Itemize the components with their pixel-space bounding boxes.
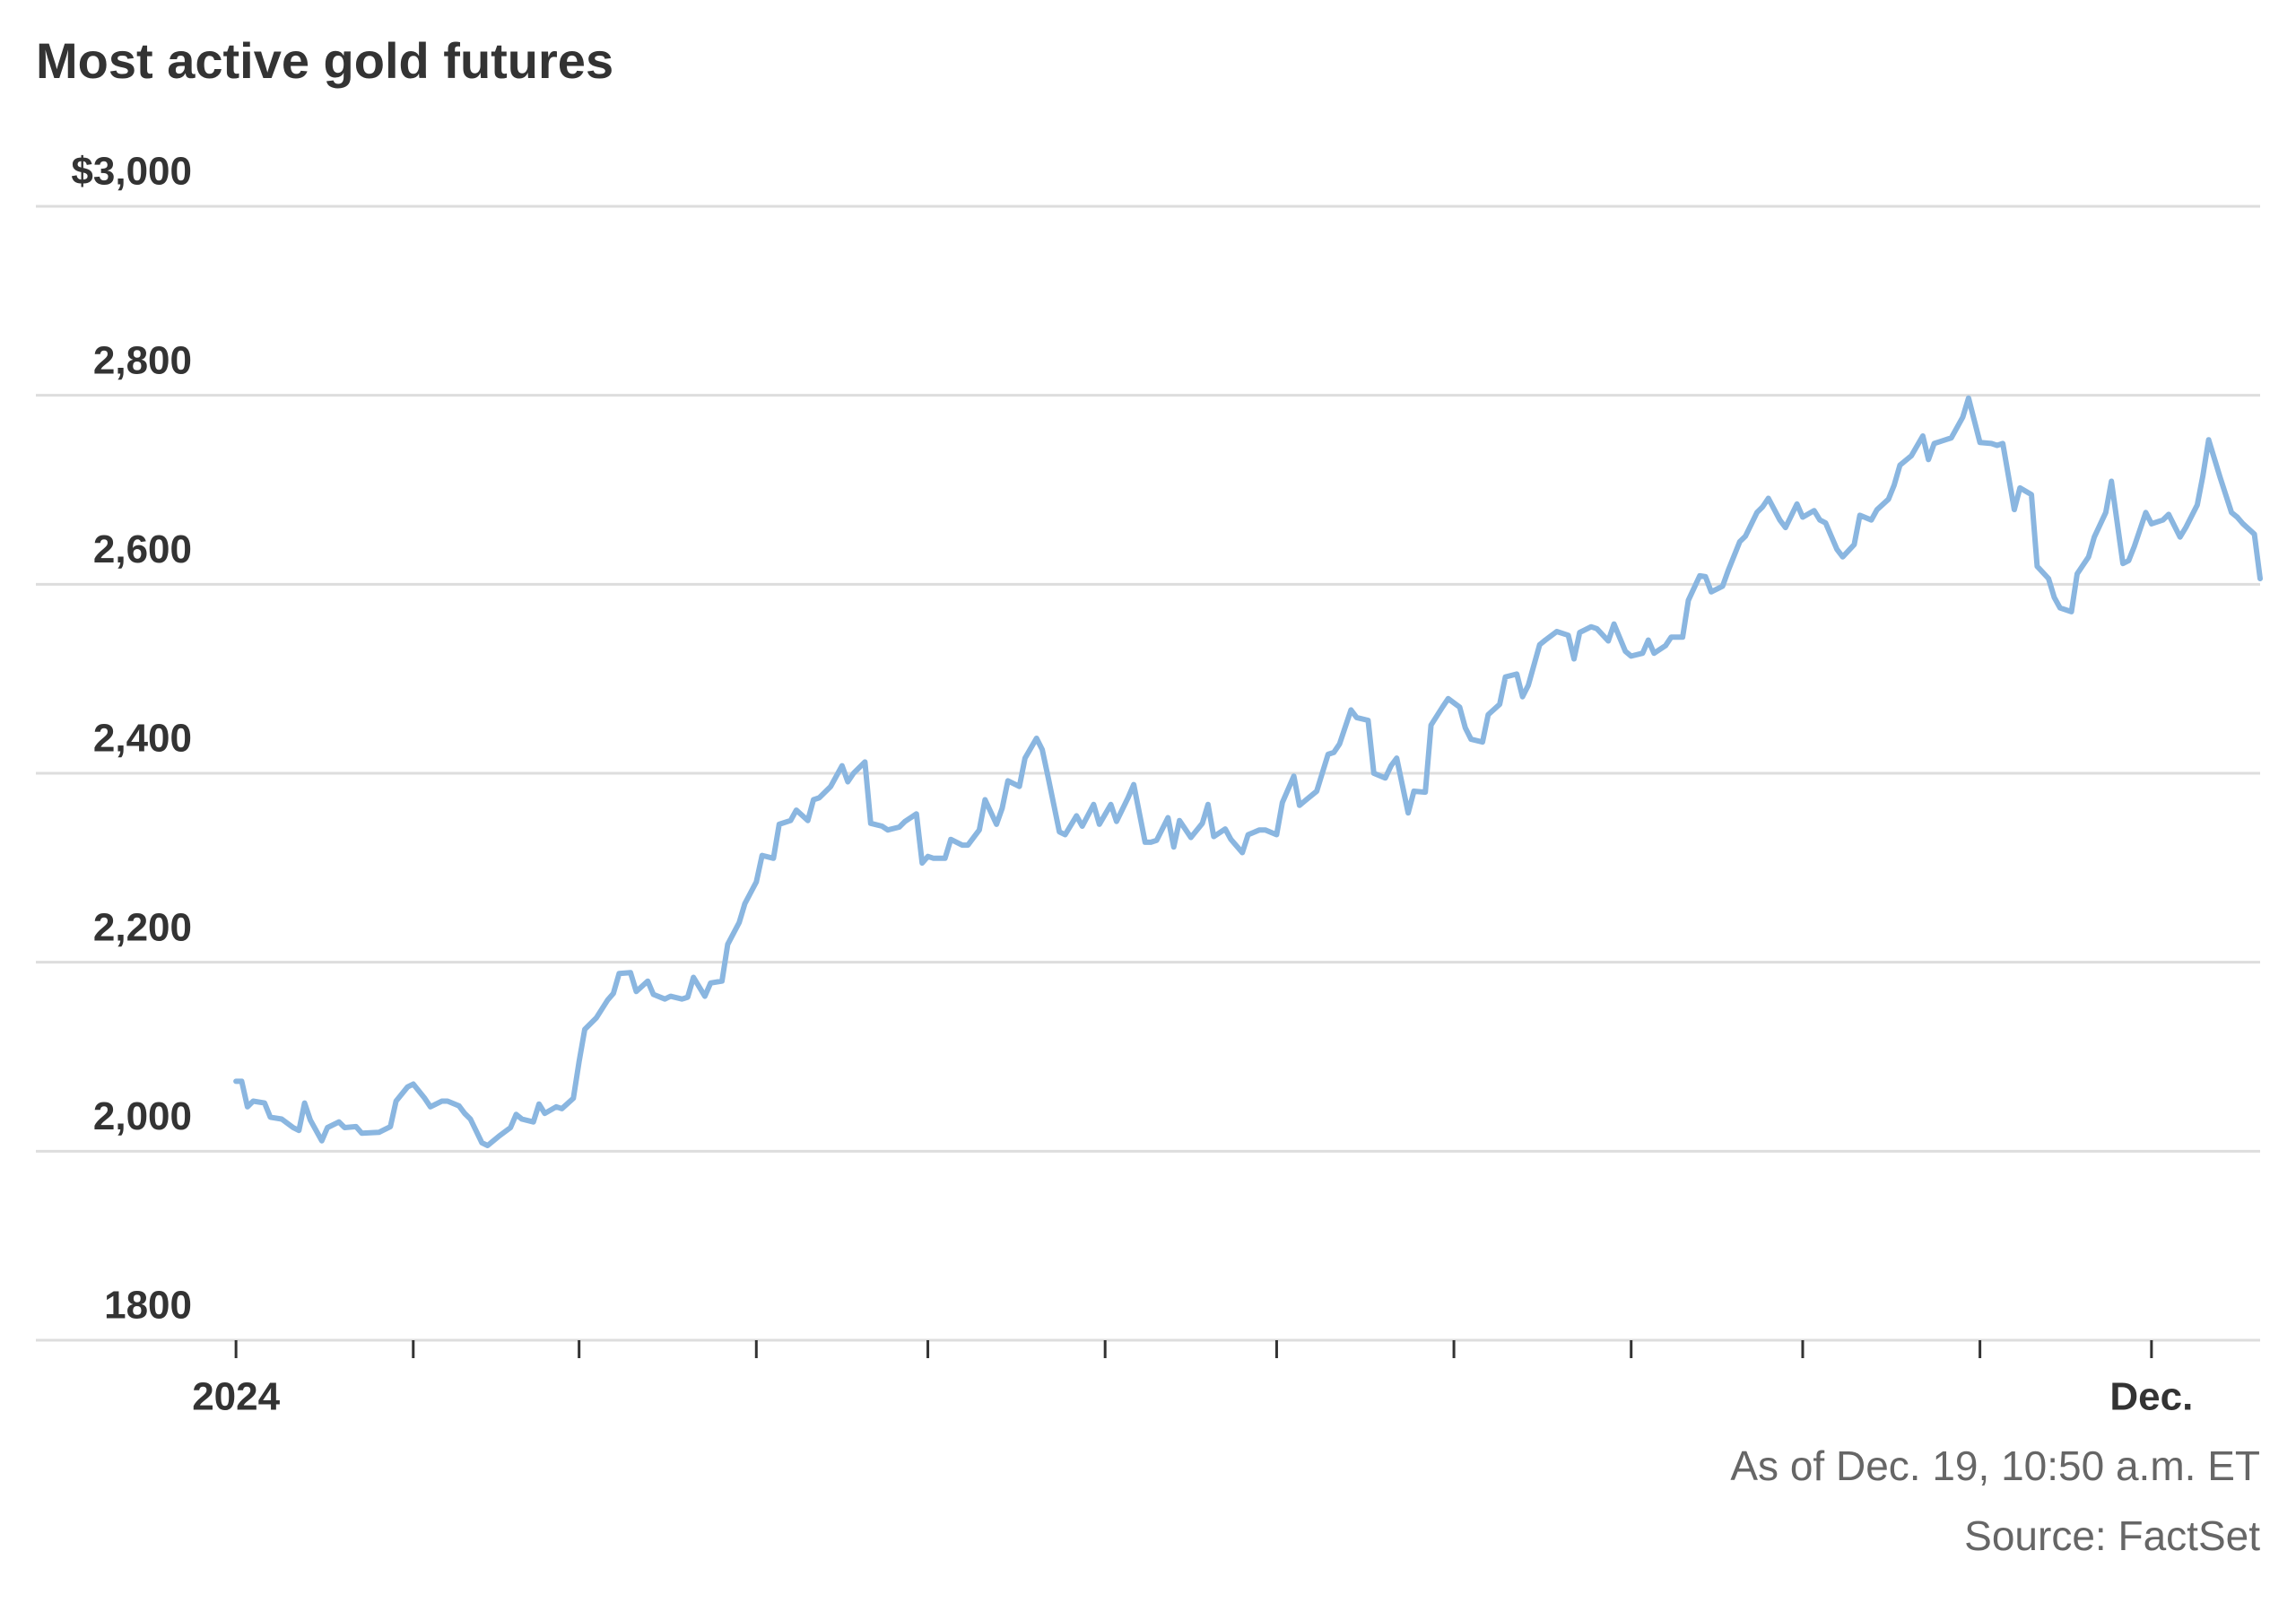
y-tick-label: 1800 (104, 1284, 192, 1328)
y-tick-label: 2,800 (93, 338, 192, 382)
x-tick-label: Dec. (2109, 1375, 2193, 1419)
chart-title: Most active gold futures (36, 32, 613, 89)
y-tick-label: 2,600 (93, 527, 192, 571)
y-tick-label: 2,200 (93, 905, 192, 949)
x-tick-label: 2024 (192, 1375, 280, 1419)
price-line (233, 395, 2263, 1148)
y-tick-label: $3,000 (71, 150, 192, 194)
y-tick-label: 2,400 (93, 717, 192, 761)
y-tick-label: 2,000 (93, 1094, 192, 1138)
source: Source: FactSet (1964, 1512, 2260, 1559)
note: As of Dec. 19, 10:50 a.m. ET (1730, 1442, 2260, 1489)
